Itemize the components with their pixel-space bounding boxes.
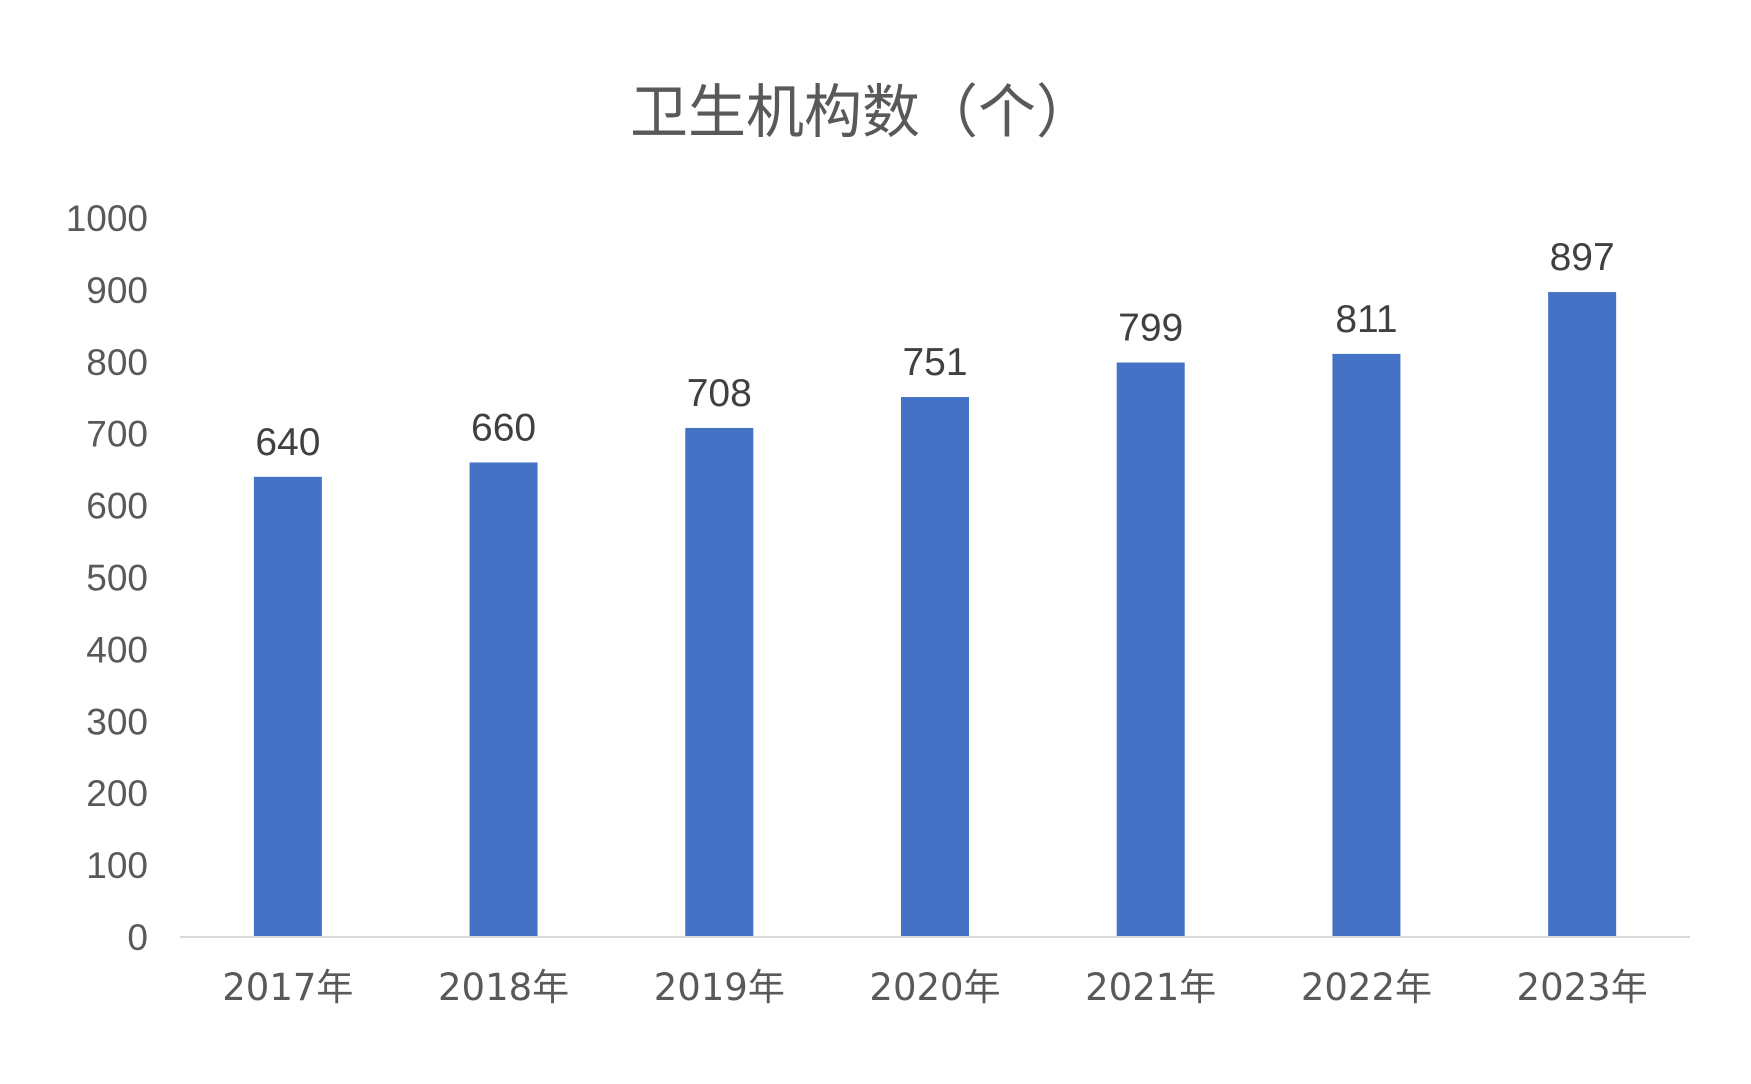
y-tick-label: 800 [86,342,148,383]
y-tick-label: 0 [127,917,148,958]
x-tick-label: 2018年 [438,966,569,1009]
bar-2023 [1548,292,1617,937]
data-label: 897 [1550,236,1615,279]
y-tick-label: 600 [86,486,148,527]
x-tick-label: 2017年 [222,966,353,1009]
y-tick-label: 200 [86,773,148,814]
y-tick-label: 500 [86,558,148,599]
x-tick-label: 2023年 [1517,966,1648,1009]
bar-2017 [253,476,322,937]
bar-2020 [901,397,969,937]
chart-title: 卫生机构数（个） [630,78,1094,146]
data-label: 640 [255,421,320,464]
data-label: 660 [471,406,536,449]
x-tick-label: 2020年 [869,966,1000,1009]
data-labels: 640 660 708 751 799 811 897 [255,236,1614,464]
y-tick-label: 700 [86,414,148,455]
y-tick-label: 300 [86,701,148,742]
data-label: 799 [1118,307,1183,350]
bar-2019 [685,427,754,937]
y-tick-label: 1000 [66,198,148,239]
data-label: 811 [1335,298,1397,341]
x-tick-label: 2021年 [1085,966,1216,1009]
x-axis: 2017年 2018年 2019年 2020年 2021年 2022年 2023年 [222,966,1647,1009]
data-label: 751 [902,341,967,384]
x-tick-label: 2019年 [654,966,785,1009]
y-axis: 0 100 200 300 400 500 600 700 800 900 1000 [66,198,148,958]
x-tick-label: 2022年 [1301,966,1432,1009]
bar-2022 [1332,353,1401,937]
y-tick-label: 100 [86,845,148,886]
bar-2018 [469,462,538,937]
y-tick-label: 400 [86,629,148,670]
y-tick-label: 900 [86,270,148,311]
data-label: 708 [687,372,752,415]
bars [253,292,1617,937]
bar-2021 [1116,362,1185,937]
